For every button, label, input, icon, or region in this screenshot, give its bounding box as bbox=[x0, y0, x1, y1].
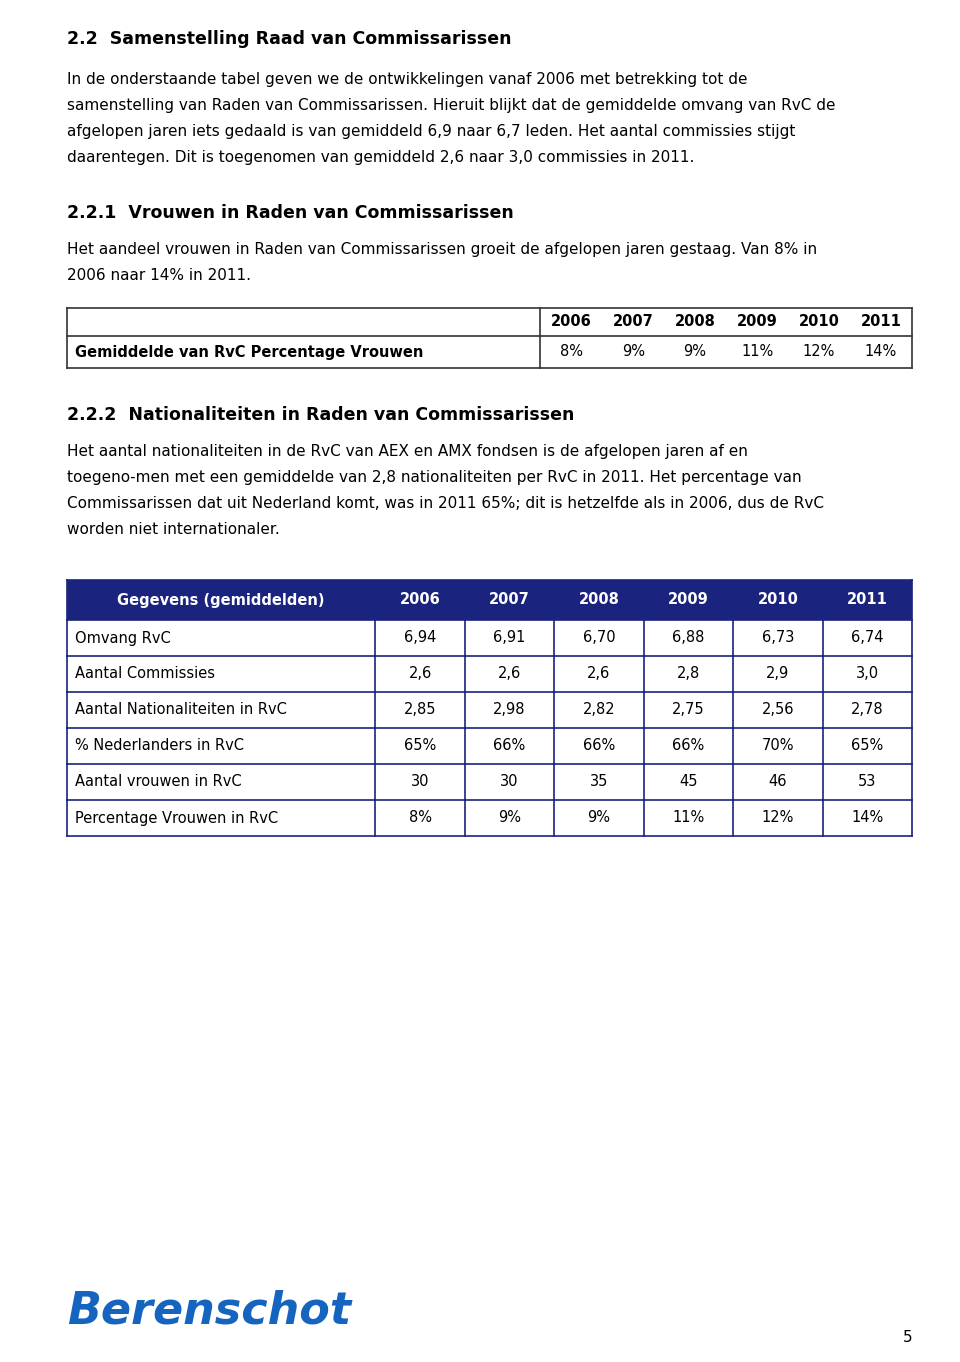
Text: 2010: 2010 bbox=[757, 592, 799, 607]
Text: 2,9: 2,9 bbox=[766, 666, 789, 681]
Text: 2010: 2010 bbox=[799, 315, 839, 330]
Text: 8%: 8% bbox=[560, 345, 583, 360]
Text: 65%: 65% bbox=[404, 738, 436, 753]
Text: Berenschot: Berenschot bbox=[67, 1290, 351, 1333]
Text: 66%: 66% bbox=[493, 738, 526, 753]
Text: 2006: 2006 bbox=[399, 592, 441, 607]
Text: 45: 45 bbox=[679, 775, 698, 790]
Text: 9%: 9% bbox=[684, 345, 707, 360]
Text: 70%: 70% bbox=[761, 738, 794, 753]
Text: 5: 5 bbox=[902, 1331, 912, 1346]
Text: 2,6: 2,6 bbox=[588, 666, 611, 681]
Text: Het aandeel vrouwen in Raden van Commissarissen groeit de afgelopen jaren gestaa: Het aandeel vrouwen in Raden van Commiss… bbox=[67, 242, 817, 257]
Text: 9%: 9% bbox=[498, 810, 521, 825]
Text: 2,82: 2,82 bbox=[583, 703, 615, 718]
Text: worden niet internationaler.: worden niet internationaler. bbox=[67, 522, 279, 537]
Text: 2011: 2011 bbox=[860, 315, 901, 330]
Text: 35: 35 bbox=[589, 775, 609, 790]
Text: 3,0: 3,0 bbox=[855, 666, 878, 681]
Text: 9%: 9% bbox=[588, 810, 611, 825]
Text: 2008: 2008 bbox=[675, 315, 715, 330]
Text: % Nederlanders in RvC: % Nederlanders in RvC bbox=[75, 738, 244, 753]
Text: 11%: 11% bbox=[741, 345, 773, 360]
Text: 53: 53 bbox=[858, 775, 876, 790]
Text: 2.2  Samenstelling Raad van Commissarissen: 2.2 Samenstelling Raad van Commissarisse… bbox=[67, 30, 512, 48]
Text: 6,70: 6,70 bbox=[583, 631, 615, 646]
Text: 11%: 11% bbox=[672, 810, 705, 825]
Text: afgelopen jaren iets gedaald is van gemiddeld 6,9 naar 6,7 leden. Het aantal com: afgelopen jaren iets gedaald is van gemi… bbox=[67, 124, 796, 139]
Text: 12%: 12% bbox=[761, 810, 794, 825]
Text: 2009: 2009 bbox=[736, 315, 778, 330]
Text: Commissarissen dat uit Nederland komt, was in 2011 65%; dit is hetzelfde als in : Commissarissen dat uit Nederland komt, w… bbox=[67, 496, 824, 511]
Text: Aantal vrouwen in RvC: Aantal vrouwen in RvC bbox=[75, 775, 242, 790]
Text: 2009: 2009 bbox=[668, 592, 708, 607]
Text: Omvang RvC: Omvang RvC bbox=[75, 631, 171, 646]
Text: Gemiddelde van RvC Percentage Vrouwen: Gemiddelde van RvC Percentage Vrouwen bbox=[75, 345, 423, 360]
Text: 2007: 2007 bbox=[612, 315, 654, 330]
Text: 6,91: 6,91 bbox=[493, 631, 526, 646]
Text: 66%: 66% bbox=[583, 738, 615, 753]
Text: Aantal Commissies: Aantal Commissies bbox=[75, 666, 215, 681]
Text: 9%: 9% bbox=[622, 345, 645, 360]
Text: 12%: 12% bbox=[803, 345, 835, 360]
Text: 2,6: 2,6 bbox=[409, 666, 432, 681]
Text: 2.2.1  Vrouwen in Raden van Commissarissen: 2.2.1 Vrouwen in Raden van Commissarisse… bbox=[67, 204, 514, 222]
Text: 6,88: 6,88 bbox=[672, 631, 705, 646]
Text: 8%: 8% bbox=[409, 810, 432, 825]
Text: 2,98: 2,98 bbox=[493, 703, 526, 718]
Bar bbox=[67, 580, 912, 620]
Text: 2006: 2006 bbox=[551, 315, 591, 330]
Text: 6,94: 6,94 bbox=[404, 631, 437, 646]
Text: 2,78: 2,78 bbox=[851, 703, 883, 718]
Text: 2,8: 2,8 bbox=[677, 666, 700, 681]
Text: 2,56: 2,56 bbox=[761, 703, 794, 718]
Text: 30: 30 bbox=[500, 775, 518, 790]
Text: 2,6: 2,6 bbox=[498, 666, 521, 681]
Text: Het aantal nationaliteiten in de RvC van AEX en AMX fondsen is de afgelopen jare: Het aantal nationaliteiten in de RvC van… bbox=[67, 444, 748, 459]
Text: toegeno­men met een gemiddelde van 2,8 nationaliteiten per RvC in 2011. Het perc: toegeno­men met een gemiddelde van 2,8 n… bbox=[67, 470, 802, 485]
Text: 2006 naar 14% in 2011.: 2006 naar 14% in 2011. bbox=[67, 268, 251, 283]
Text: Aantal Nationaliteiten in RvC: Aantal Nationaliteiten in RvC bbox=[75, 703, 287, 718]
Text: daarentegen. Dit is toegenomen van gemiddeld 2,6 naar 3,0 commissies in 2011.: daarentegen. Dit is toegenomen van gemid… bbox=[67, 150, 694, 165]
Text: 2008: 2008 bbox=[579, 592, 619, 607]
Text: samenstelling van Raden van Commissarissen. Hieruit blijkt dat de gemiddelde omv: samenstelling van Raden van Commissariss… bbox=[67, 98, 835, 113]
Text: 14%: 14% bbox=[865, 345, 898, 360]
Text: 6,73: 6,73 bbox=[761, 631, 794, 646]
Text: Gegevens (gemiddelden): Gegevens (gemiddelden) bbox=[117, 592, 325, 607]
Text: 30: 30 bbox=[411, 775, 429, 790]
Text: 65%: 65% bbox=[852, 738, 883, 753]
Text: 2,85: 2,85 bbox=[404, 703, 437, 718]
Text: 2011: 2011 bbox=[847, 592, 888, 607]
Text: 2007: 2007 bbox=[490, 592, 530, 607]
Text: 14%: 14% bbox=[852, 810, 883, 825]
Text: 66%: 66% bbox=[672, 738, 705, 753]
Text: 6,74: 6,74 bbox=[851, 631, 883, 646]
Text: Percentage Vrouwen in RvC: Percentage Vrouwen in RvC bbox=[75, 810, 278, 825]
Text: 2,75: 2,75 bbox=[672, 703, 705, 718]
Text: 46: 46 bbox=[769, 775, 787, 790]
Text: 2.2.2  Nationaliteiten in Raden van Commissarissen: 2.2.2 Nationaliteiten in Raden van Commi… bbox=[67, 406, 574, 424]
Text: In de onderstaande tabel geven we de ontwikkelingen vanaf 2006 met betrekking to: In de onderstaande tabel geven we de ont… bbox=[67, 72, 748, 87]
